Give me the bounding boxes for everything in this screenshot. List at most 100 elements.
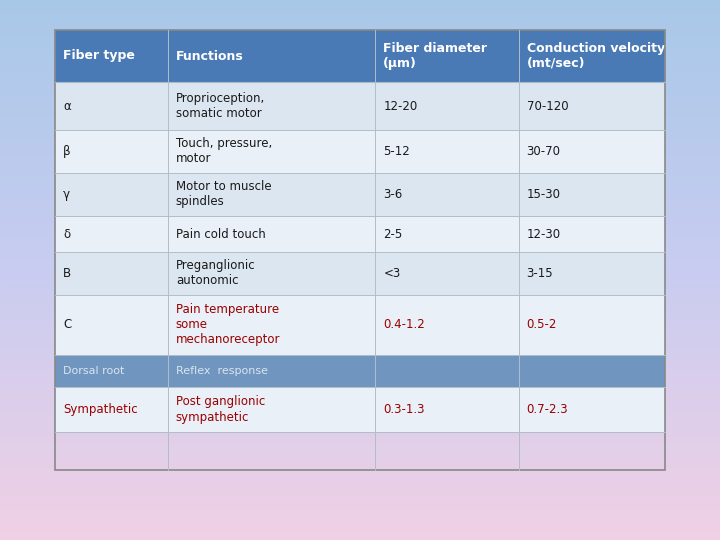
Bar [0, 167, 720, 170]
Bar [0, 11, 720, 14]
Bar [0, 375, 720, 378]
Bar [0, 270, 720, 273]
Bar [0, 173, 720, 176]
Text: α: α [63, 99, 71, 112]
Text: 5-12: 5-12 [383, 145, 410, 158]
Bar [0, 92, 720, 94]
Bar [0, 262, 720, 265]
Bar [0, 432, 720, 435]
Bar [0, 100, 720, 103]
Bar [55, 173, 665, 216]
Bar [0, 211, 720, 213]
Bar [0, 346, 720, 348]
Text: 15-30: 15-30 [526, 188, 561, 201]
Text: 30-70: 30-70 [526, 145, 561, 158]
Bar [0, 135, 720, 138]
Bar [0, 267, 720, 270]
Bar [0, 116, 720, 119]
Bar [0, 224, 720, 227]
Bar [0, 227, 720, 229]
Bar [0, 151, 720, 154]
Text: Preganglionic
autonomic: Preganglionic autonomic [176, 260, 256, 287]
Bar [0, 138, 720, 140]
Bar [0, 497, 720, 500]
Bar [0, 537, 720, 540]
Bar [0, 40, 720, 43]
Bar [0, 194, 720, 197]
Bar [0, 454, 720, 456]
Text: Conduction velocity
(mt/sec): Conduction velocity (mt/sec) [526, 42, 665, 70]
Bar [0, 316, 720, 319]
Bar [0, 265, 720, 267]
Bar [0, 30, 720, 32]
Bar [0, 186, 720, 189]
Bar [0, 189, 720, 192]
Bar [0, 89, 720, 92]
Bar [0, 481, 720, 483]
Bar [0, 73, 720, 76]
Bar [0, 27, 720, 30]
Text: Post ganglionic
sympathetic: Post ganglionic sympathetic [176, 395, 265, 423]
Bar [0, 486, 720, 489]
Bar [0, 448, 720, 451]
Bar [0, 502, 720, 505]
Bar [0, 0, 720, 3]
Bar [0, 319, 720, 321]
Bar [0, 427, 720, 429]
Text: Dorsal root: Dorsal root [63, 366, 125, 376]
Bar [0, 76, 720, 78]
Bar [0, 205, 720, 208]
Bar [0, 281, 720, 284]
Bar [0, 329, 720, 332]
Bar [0, 383, 720, 386]
Text: 70-120: 70-120 [526, 99, 568, 112]
Bar [0, 140, 720, 143]
Text: <3: <3 [383, 267, 400, 280]
Bar [0, 132, 720, 135]
Bar [0, 192, 720, 194]
Bar [0, 510, 720, 513]
Bar [0, 154, 720, 157]
Bar [0, 535, 720, 537]
Bar [0, 240, 720, 243]
Bar [0, 143, 720, 146]
Bar [0, 16, 720, 19]
Text: 0.7-2.3: 0.7-2.3 [526, 403, 568, 416]
Bar [0, 516, 720, 518]
Bar [0, 165, 720, 167]
Bar [55, 30, 665, 470]
Bar [0, 524, 720, 526]
Text: 0.4-1.2: 0.4-1.2 [383, 319, 425, 332]
Bar [0, 14, 720, 16]
Bar [0, 413, 720, 416]
Bar [55, 82, 665, 130]
Bar [0, 359, 720, 362]
Text: Reflex  response: Reflex response [176, 366, 268, 376]
Bar [0, 111, 720, 113]
Bar [0, 475, 720, 478]
Bar [0, 381, 720, 383]
Bar [0, 65, 720, 68]
Bar [0, 94, 720, 97]
Bar [0, 354, 720, 356]
Text: δ: δ [63, 227, 70, 240]
Bar [0, 230, 720, 232]
Bar [0, 340, 720, 343]
Bar [0, 389, 720, 392]
Bar [55, 30, 665, 82]
Bar [0, 81, 720, 84]
Bar [55, 387, 665, 432]
Bar [0, 402, 720, 405]
Bar [0, 483, 720, 486]
Bar [0, 184, 720, 186]
Bar [0, 19, 720, 22]
Bar [0, 200, 720, 202]
Bar [0, 308, 720, 310]
Bar [0, 246, 720, 248]
Bar [0, 103, 720, 105]
Bar [0, 8, 720, 11]
Bar [0, 302, 720, 305]
Bar [0, 405, 720, 408]
Bar [0, 521, 720, 524]
Text: Motor to muscle
spindles: Motor to muscle spindles [176, 180, 271, 208]
